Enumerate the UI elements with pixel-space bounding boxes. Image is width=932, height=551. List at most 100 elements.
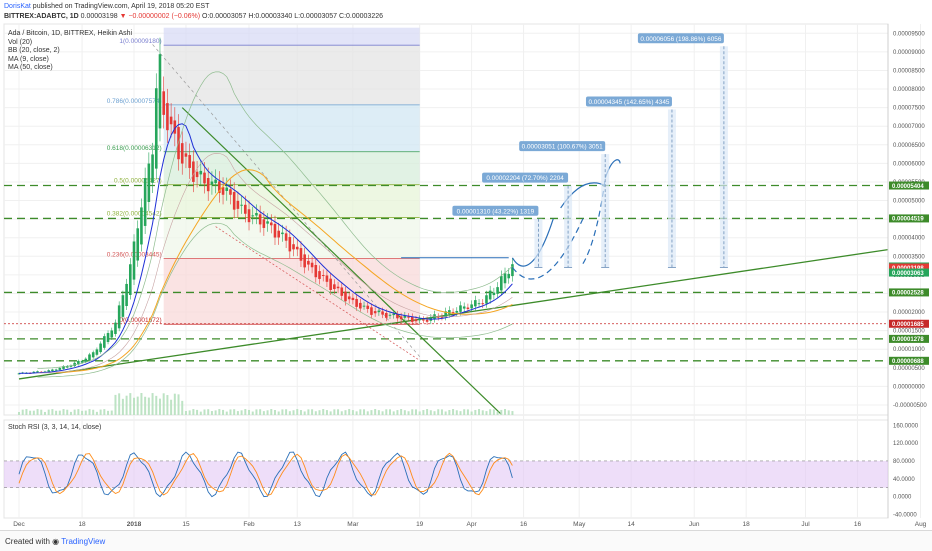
candle bbox=[325, 275, 329, 282]
author-link[interactable]: DorisKat bbox=[4, 3, 31, 10]
volume-bar bbox=[32, 410, 35, 415]
volume-bar bbox=[199, 411, 202, 415]
price-tick-label: 0.00004000 bbox=[893, 236, 925, 242]
candle bbox=[77, 360, 80, 365]
price-badge-label: 0.00004519 bbox=[892, 217, 924, 223]
candle bbox=[114, 322, 117, 334]
volume-bar bbox=[288, 411, 291, 415]
candle bbox=[511, 264, 514, 277]
candle bbox=[129, 264, 132, 295]
volume-bar bbox=[273, 409, 276, 415]
price-badge bbox=[889, 214, 929, 223]
symbol-label: BITTREX:ADABTC, 1D bbox=[4, 13, 79, 20]
volume-bar bbox=[444, 411, 447, 415]
fib-zone bbox=[163, 104, 420, 152]
candle bbox=[507, 273, 511, 279]
volume-bar bbox=[359, 409, 362, 415]
volume-bar bbox=[144, 396, 147, 415]
candle bbox=[206, 178, 210, 192]
volume-bar bbox=[99, 409, 102, 415]
volume-bar bbox=[233, 409, 236, 415]
stoch-tick-label: 160.0000 bbox=[893, 423, 919, 429]
volume-bar bbox=[292, 410, 295, 415]
volume-bar bbox=[344, 410, 347, 415]
volume-bar bbox=[374, 409, 377, 415]
volume-bar bbox=[366, 411, 369, 415]
volume-bar bbox=[218, 409, 221, 415]
volume-bar bbox=[25, 409, 28, 415]
price-badge bbox=[889, 288, 929, 297]
price-badge bbox=[889, 268, 929, 277]
price-tick-label: 0.00005000 bbox=[893, 199, 925, 205]
target-label: 0.00001310 (43.22%) 1319 bbox=[457, 208, 535, 215]
candle bbox=[54, 369, 58, 371]
price-badge-label: 0.00001278 bbox=[892, 337, 924, 343]
candle bbox=[169, 116, 173, 125]
volume-bar bbox=[351, 410, 354, 415]
footer: Created with ◉ TradingView bbox=[0, 530, 932, 551]
candle bbox=[295, 246, 299, 250]
volume-bar bbox=[355, 411, 358, 415]
stoch-rsi-label: Stoch RSI (3, 3, 14, 14, close) bbox=[8, 424, 102, 431]
volume-bar bbox=[151, 393, 154, 415]
candle bbox=[396, 314, 399, 319]
volume-bar bbox=[47, 409, 50, 415]
published-text: published on TradingView.com, April 19, … bbox=[32, 3, 210, 10]
volume-bar bbox=[229, 409, 232, 415]
candle bbox=[47, 370, 50, 372]
candle bbox=[307, 260, 310, 265]
price-tick-label: -0.00000500 bbox=[893, 403, 927, 409]
candle bbox=[481, 303, 485, 305]
price-tick-label: 0.00006000 bbox=[893, 161, 925, 167]
candle bbox=[496, 287, 499, 294]
volume-bar bbox=[455, 410, 458, 415]
stoch-k-line bbox=[18, 451, 513, 498]
candle bbox=[466, 307, 470, 310]
volume-bar bbox=[400, 409, 403, 415]
stoch-tick-label: 40.0000 bbox=[893, 477, 915, 483]
volume-bar bbox=[396, 410, 399, 415]
volume-bar bbox=[466, 409, 469, 415]
candle bbox=[310, 262, 314, 268]
fib-label: 0.5(0.00005427) bbox=[114, 178, 162, 185]
price-badge bbox=[889, 263, 929, 272]
candle bbox=[147, 163, 151, 202]
candle bbox=[384, 312, 388, 318]
volume-bar bbox=[429, 410, 432, 415]
candle bbox=[318, 271, 321, 279]
candle bbox=[485, 295, 488, 304]
candle bbox=[381, 311, 384, 315]
candle bbox=[347, 296, 351, 300]
volume-bar bbox=[370, 410, 373, 415]
candle bbox=[258, 214, 262, 225]
candle bbox=[333, 284, 336, 290]
legend-bb: BB (20, close, 2) bbox=[8, 47, 60, 54]
candle bbox=[340, 287, 344, 296]
volume-bar bbox=[485, 411, 488, 415]
volume-bar bbox=[166, 395, 169, 415]
candle bbox=[255, 213, 258, 216]
volume-bar bbox=[333, 409, 336, 415]
candle bbox=[221, 187, 225, 195]
tradingview-brand[interactable]: TradingView bbox=[61, 537, 106, 546]
time-tick-label: 16 bbox=[854, 521, 862, 528]
candle bbox=[225, 187, 229, 191]
time-tick-label: 15 bbox=[182, 521, 190, 528]
candle bbox=[91, 352, 95, 358]
time-tick-label: Dec bbox=[13, 521, 25, 528]
candle bbox=[288, 237, 292, 252]
volume-bar bbox=[299, 410, 302, 415]
price-tick-label: 0.00006500 bbox=[893, 143, 925, 149]
candle bbox=[292, 244, 295, 250]
candle bbox=[284, 233, 288, 241]
time-tick-label: 2018 bbox=[127, 521, 142, 528]
candle bbox=[188, 155, 191, 168]
price-badge bbox=[889, 356, 929, 365]
fib-zone bbox=[163, 151, 420, 185]
candle bbox=[103, 336, 106, 348]
volume-bar bbox=[110, 410, 113, 415]
price-tick-label: 0.00009500 bbox=[893, 31, 925, 37]
candle bbox=[440, 316, 444, 318]
fib-zone bbox=[163, 217, 420, 259]
